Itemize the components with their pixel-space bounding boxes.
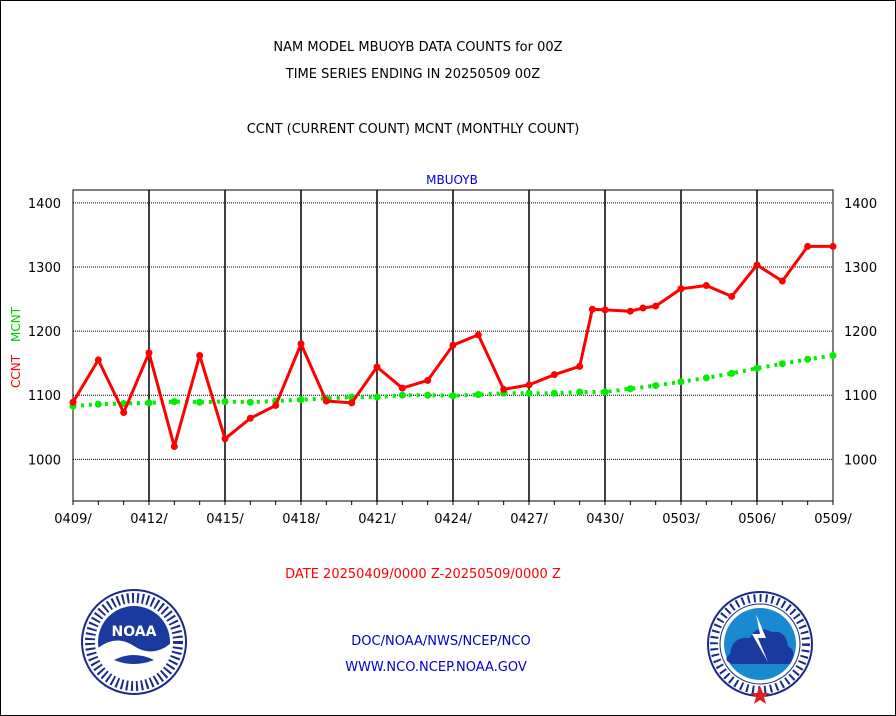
data-point-ccnt bbox=[94, 356, 102, 364]
link-doc-noaa[interactable]: DOC/NOAA/NWS/NCEP/NCO bbox=[351, 634, 530, 649]
data-point-ccnt bbox=[525, 381, 533, 389]
data-point-ccnt bbox=[373, 363, 381, 371]
data-point-ccnt bbox=[728, 292, 736, 300]
data-point-ccnt bbox=[449, 341, 457, 349]
data-point-ccnt bbox=[550, 371, 558, 379]
y-tick-label-left: 1300 bbox=[28, 261, 61, 276]
data-point-mcnt bbox=[170, 398, 178, 406]
data-point-ccnt bbox=[753, 261, 761, 269]
data-point-mcnt bbox=[424, 391, 432, 399]
y-tick-label-left: 1000 bbox=[28, 453, 61, 468]
nws-logo bbox=[707, 591, 813, 704]
x-tick-label: 0418/ bbox=[282, 512, 320, 527]
y-tick-label-right: 1200 bbox=[844, 325, 877, 340]
data-point-mcnt bbox=[728, 369, 736, 377]
data-point-mcnt bbox=[601, 388, 609, 396]
data-point-mcnt bbox=[677, 378, 685, 386]
header-line-2: TIME SERIES ENDING IN 20250509 00Z bbox=[285, 67, 541, 82]
data-point-mcnt bbox=[626, 385, 634, 393]
y-tick-label-left: 1400 bbox=[28, 197, 61, 212]
data-point-mcnt bbox=[829, 351, 837, 359]
data-point-ccnt bbox=[702, 282, 710, 290]
data-point-ccnt bbox=[196, 351, 204, 359]
y-tick-label-left: 1200 bbox=[28, 325, 61, 340]
data-point-ccnt bbox=[804, 242, 812, 250]
data-point-ccnt bbox=[398, 384, 406, 392]
data-point-mcnt bbox=[246, 398, 254, 406]
x-tick-label: 0503/ bbox=[662, 512, 700, 527]
data-point-ccnt bbox=[145, 349, 153, 357]
data-point-mcnt bbox=[449, 392, 457, 400]
data-point-mcnt bbox=[550, 389, 558, 397]
data-point-ccnt bbox=[500, 385, 508, 393]
data-point-mcnt bbox=[652, 382, 660, 390]
data-point-mcnt bbox=[753, 364, 761, 372]
header-line-3: CCNT (CURRENT COUNT) MCNT (MONTHLY COUNT… bbox=[247, 122, 580, 137]
data-point-ccnt bbox=[221, 435, 229, 443]
data-point-ccnt bbox=[272, 401, 280, 409]
data-point-mcnt bbox=[145, 399, 153, 407]
data-point-ccnt bbox=[576, 362, 584, 370]
data-point-ccnt bbox=[69, 398, 77, 406]
data-point-ccnt bbox=[601, 306, 609, 314]
link-nco-website[interactable]: WWW.NCO.NCEP.NOAA.GOV bbox=[345, 660, 527, 675]
data-point-ccnt bbox=[170, 442, 178, 450]
y-tick-label-left: 1100 bbox=[28, 389, 61, 404]
data-point-ccnt bbox=[677, 285, 685, 293]
data-point-ccnt bbox=[246, 414, 254, 422]
data-point-ccnt bbox=[348, 399, 356, 407]
header-line-1: NAM MODEL MBUOYB DATA COUNTS for 00Z bbox=[273, 40, 562, 55]
data-point-ccnt bbox=[778, 277, 786, 285]
data-point-mcnt bbox=[474, 391, 482, 399]
x-tick-label: 0415/ bbox=[206, 512, 244, 527]
y-tick-label-right: 1300 bbox=[844, 261, 877, 276]
x-tick-label: 0421/ bbox=[358, 512, 396, 527]
data-point-mcnt bbox=[804, 355, 812, 363]
noaa-logo-text: NOAA bbox=[112, 624, 157, 640]
data-point-mcnt bbox=[221, 398, 229, 406]
data-point-mcnt bbox=[196, 398, 204, 406]
y-tick-label-right: 1400 bbox=[844, 197, 877, 212]
data-point-mcnt bbox=[702, 374, 710, 382]
tick-labels: 1000 1000 1100 1100 1200 1200 1300 1300 1400 1400… bbox=[28, 197, 877, 527]
x-tick-label: 0409/ bbox=[54, 512, 92, 527]
data-point-mcnt bbox=[297, 396, 305, 404]
data-point-ccnt bbox=[652, 302, 660, 310]
data-point-mcnt bbox=[778, 360, 786, 368]
x-tick-label: 0509/ bbox=[814, 512, 852, 527]
x-tick-label: 0424/ bbox=[434, 512, 472, 527]
data-point-ccnt bbox=[424, 376, 432, 384]
y-axis-label-ccnt: CCNT bbox=[9, 354, 23, 388]
data-point-mcnt bbox=[576, 388, 584, 396]
data-point-ccnt bbox=[829, 242, 837, 250]
data-point-mcnt bbox=[94, 400, 102, 408]
data-point-ccnt bbox=[474, 331, 482, 339]
data-point-ccnt bbox=[297, 340, 305, 348]
data-point-ccnt bbox=[626, 307, 634, 315]
noaa-logo: NOAA bbox=[81, 589, 187, 695]
data-point-mcnt bbox=[398, 391, 406, 399]
x-tick-label: 0506/ bbox=[738, 512, 776, 527]
y-tick-label-right: 1000 bbox=[844, 453, 877, 468]
x-tick-label: 0430/ bbox=[586, 512, 624, 527]
x-tick-label: 0412/ bbox=[130, 512, 168, 527]
data-point-ccnt bbox=[322, 397, 330, 405]
plot-title: MBUOYB bbox=[426, 173, 478, 187]
data-point-ccnt bbox=[588, 305, 596, 313]
series-ccnt bbox=[69, 242, 837, 450]
y-axis-label-mcnt: MCNT bbox=[9, 306, 23, 342]
data-point-mcnt bbox=[373, 393, 381, 401]
y-tick-label-right: 1100 bbox=[844, 389, 877, 404]
x-tick-label: 0427/ bbox=[510, 512, 548, 527]
data-point-ccnt bbox=[120, 409, 128, 417]
data-point-ccnt bbox=[639, 304, 647, 312]
series-mcnt bbox=[69, 351, 837, 410]
date-range: DATE 20250409/0000 Z-20250509/0000 Z bbox=[285, 567, 561, 582]
data-point-mcnt bbox=[525, 389, 533, 397]
